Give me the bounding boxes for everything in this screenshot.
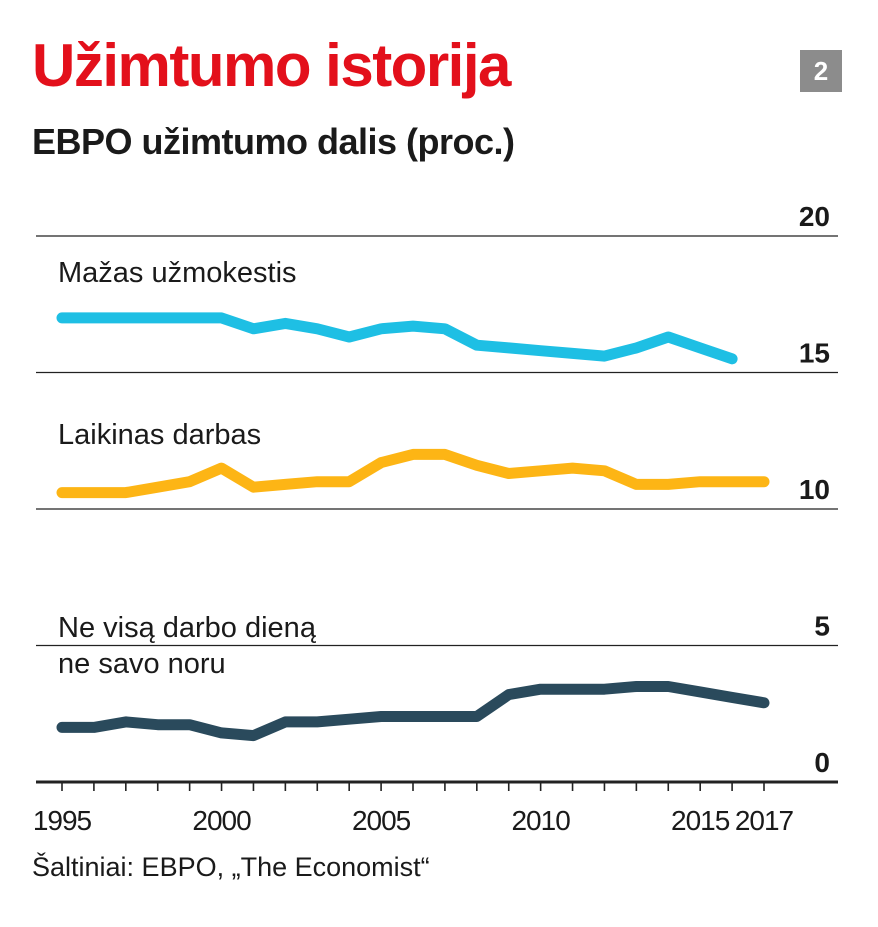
chart-subtitle: EBPO užimtumo dalis (proc.)	[32, 121, 515, 162]
series-label-involuntary-part-time-line2: ne savo noru	[58, 648, 226, 680]
grid-lines	[36, 235, 838, 784]
y-tick-label-15: 15	[799, 338, 830, 369]
y-tick-label-0: 0	[814, 747, 830, 778]
series-line-low-pay	[56, 312, 738, 365]
series-label-low-pay: Mažas užmokestis	[58, 257, 297, 289]
x-tick-label-2005: 2005	[352, 805, 411, 836]
source-note: Šaltiniai: EBPO, „The Economist“	[32, 852, 430, 882]
chart-title: Užimtumo istorija	[32, 32, 511, 99]
x-tick-label-2010: 2010	[511, 805, 570, 836]
y-tick-label-10: 10	[799, 474, 830, 505]
x-tick-label-2000: 2000	[192, 805, 251, 836]
x-axis: 1995 2000 2005 2010 2015 2017	[33, 782, 795, 836]
series-label-involuntary-part-time-line1: Ne visą darbo dieną	[58, 612, 317, 644]
series-line-involuntary-part-time	[56, 681, 770, 742]
x-tick-label-2017: 2017	[735, 805, 794, 836]
series-label-temporary: Laikinas darbas	[58, 419, 261, 451]
y-tick-label-5: 5	[814, 611, 830, 642]
y-axis-tick-labels: 0 5 10 15 20	[799, 201, 830, 778]
x-tick-label-1995: 1995	[33, 805, 92, 836]
series-labels: Mažas užmokestis Laikinas darbas Ne visą…	[58, 257, 317, 680]
series-lines	[56, 312, 770, 742]
x-tick-label-2015: 2015	[671, 805, 730, 836]
series-line-temporary	[56, 448, 770, 499]
y-tick-label-20: 20	[799, 201, 830, 232]
figure-number-badge: 2	[800, 50, 842, 92]
